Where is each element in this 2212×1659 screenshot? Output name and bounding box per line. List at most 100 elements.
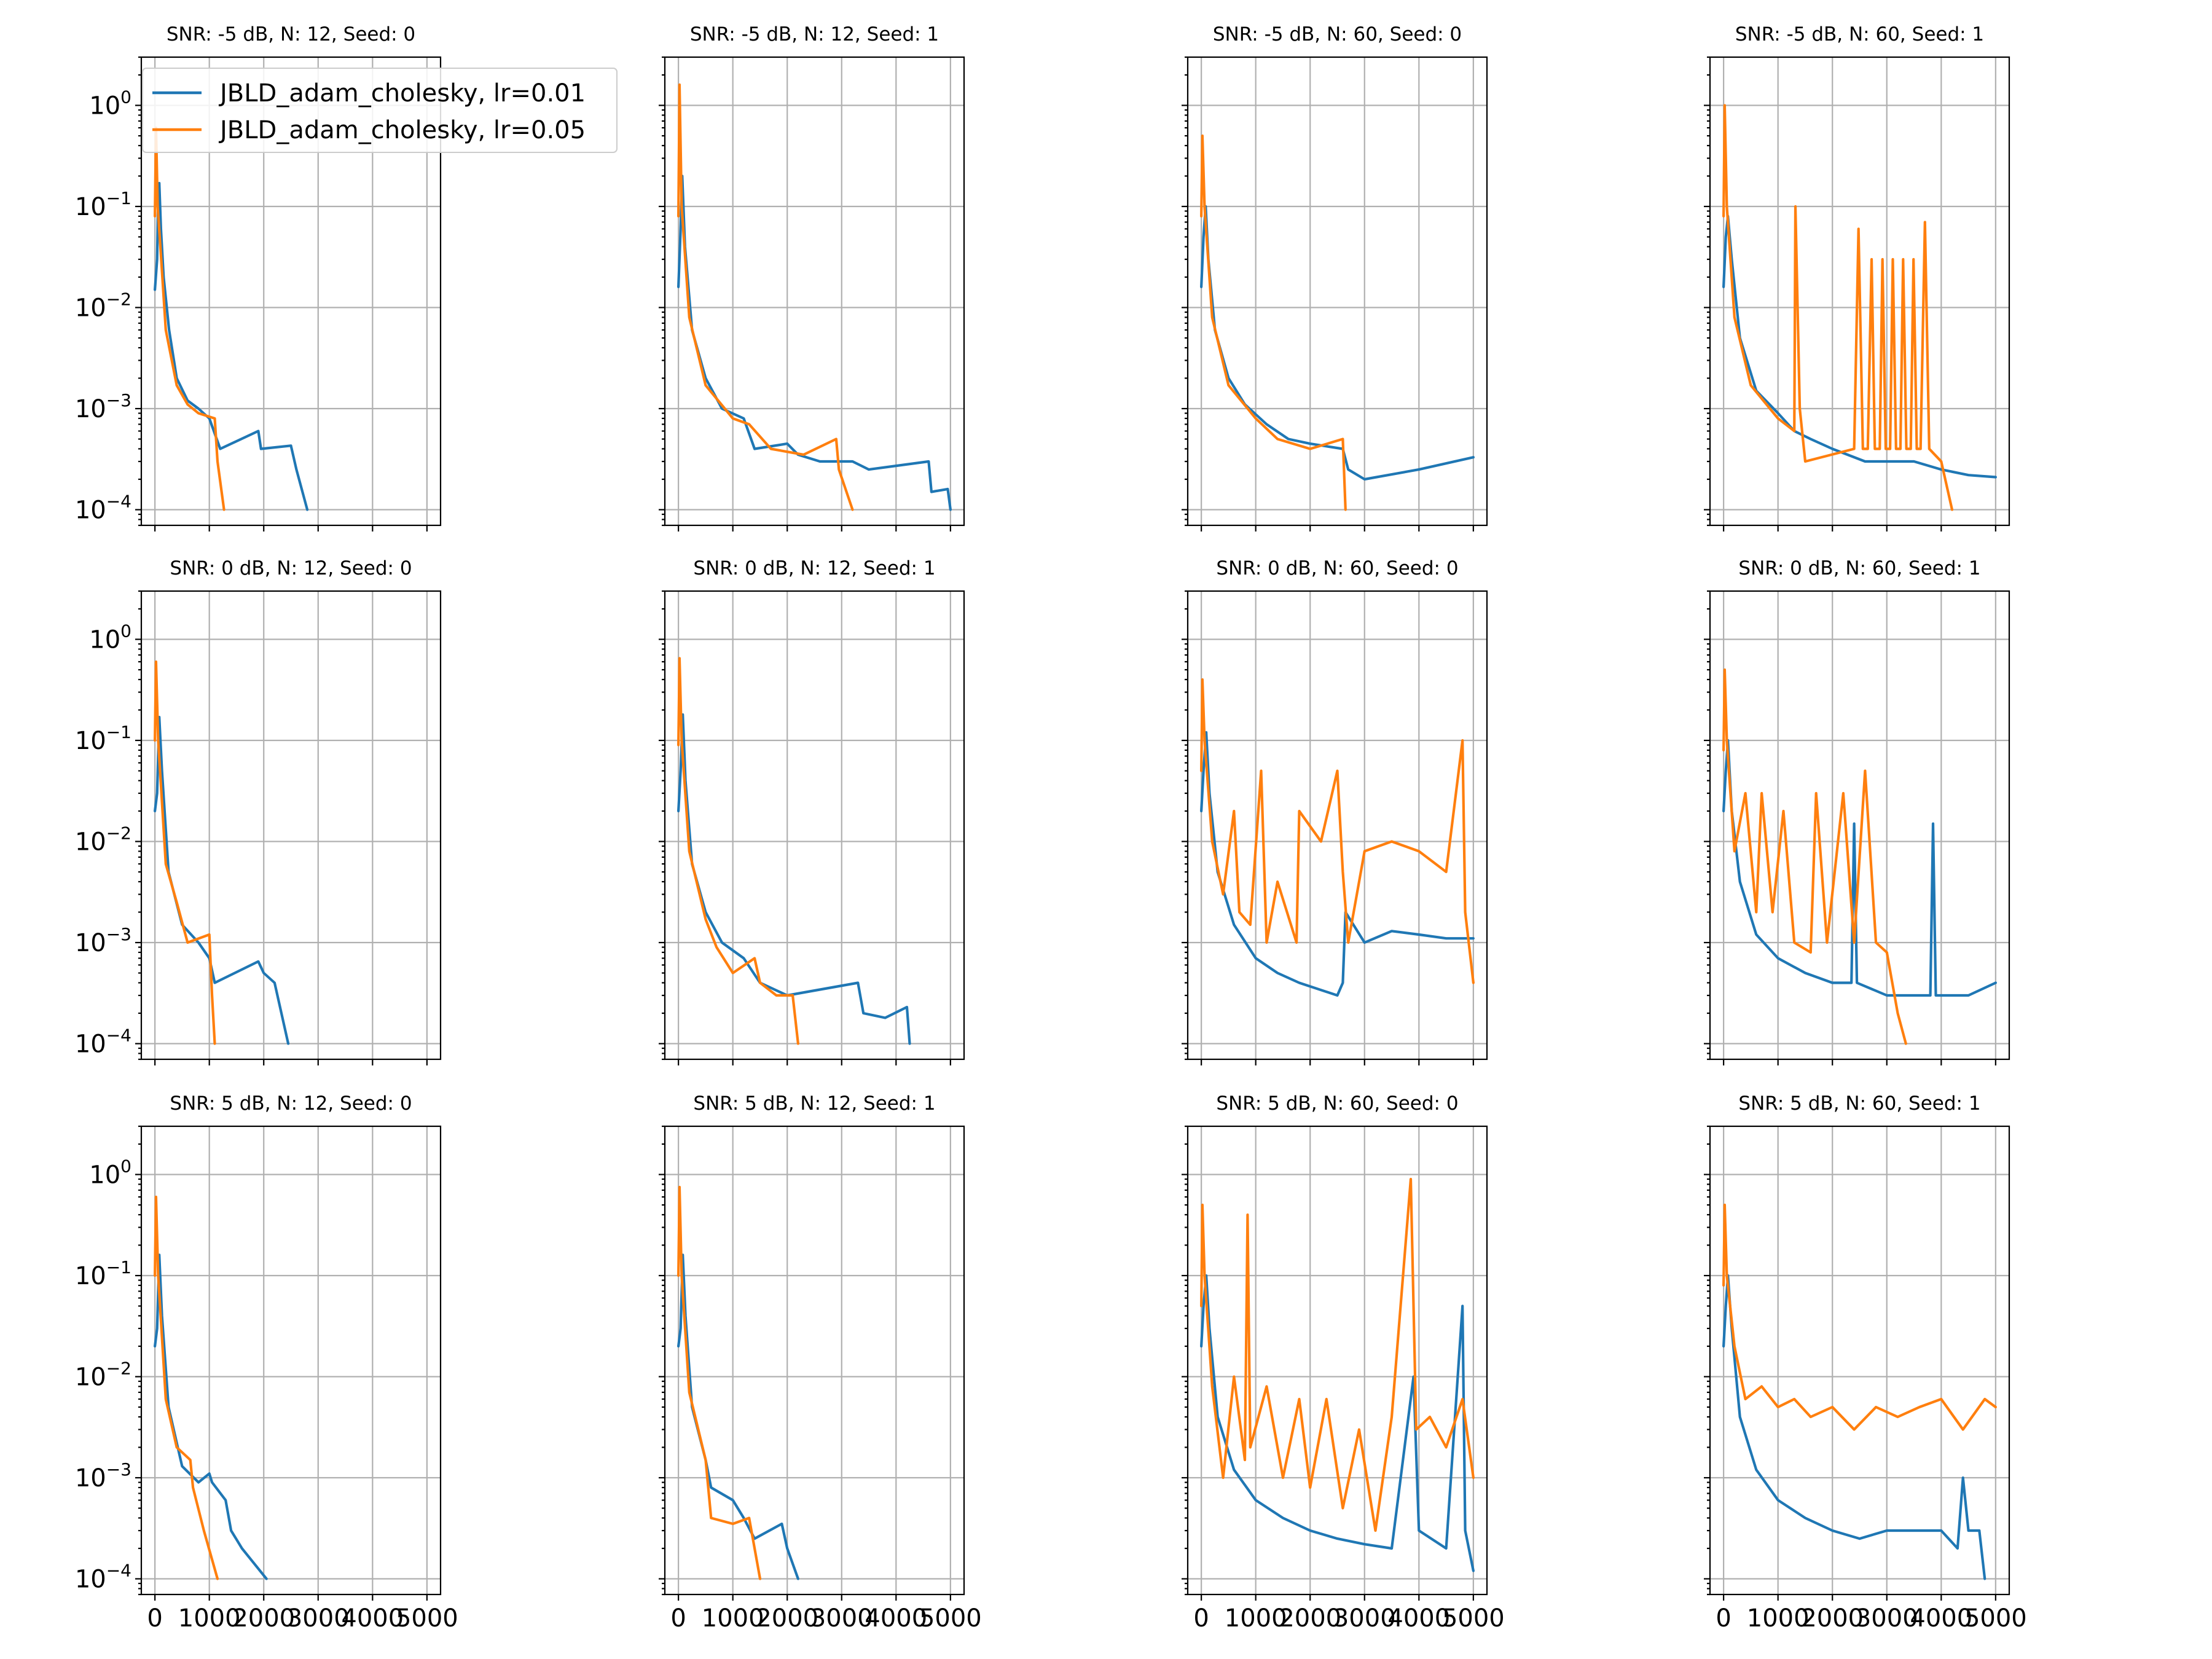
plot-frame <box>664 1125 965 1596</box>
subplot-title: SNR: 0 dB, N: 12, Seed: 0 <box>170 557 412 579</box>
subplot-4: SNR: -5 dB, N: 60, Seed: 1 <box>1704 23 2010 531</box>
series-lr-0.01-line <box>154 716 290 1045</box>
plot-frame <box>140 56 442 527</box>
y-tick-label: 10−2 <box>75 823 131 857</box>
subplot-6: SNR: 0 dB, N: 12, Seed: 1 <box>659 557 965 1065</box>
plot-frame <box>1186 590 1488 1061</box>
plot-frame <box>664 56 965 527</box>
series-lr-0.05-line <box>154 660 216 1045</box>
series-lr-0.05-line <box>677 83 854 511</box>
subplot-title: SNR: 5 dB, N: 12, Seed: 1 <box>693 1092 935 1115</box>
subplot-title: SNR: -5 dB, N: 60, Seed: 0 <box>1213 23 1462 45</box>
series-lr-0.05-line <box>1722 104 1954 511</box>
legend-label: JBLD_adam_cholesky, lr=0.01 <box>218 79 586 108</box>
series-lr-0.05-line <box>154 126 226 511</box>
series-lr-0.01-line <box>1200 205 1475 481</box>
subplot-title: SNR: 5 dB, N: 12, Seed: 0 <box>170 1092 412 1115</box>
y-tick-label: 10−4 <box>75 1561 131 1594</box>
subplot-3: SNR: -5 dB, N: 60, Seed: 0 <box>1182 23 1488 531</box>
plot-frame <box>140 590 442 1061</box>
plot-frame <box>664 590 965 1061</box>
x-tick-label: 1000 <box>702 1604 764 1633</box>
y-tick-label: 100 <box>89 87 131 120</box>
x-tick-label: 3000 <box>287 1604 350 1633</box>
x-tick-label: 4000 <box>865 1604 927 1633</box>
subplot-title: SNR: -5 dB, N: 12, Seed: 1 <box>690 23 939 45</box>
series-lr-0.05-line <box>154 1195 219 1580</box>
series-lr-0.05-line <box>1722 668 1907 1045</box>
y-tick-label: 10−4 <box>75 492 131 525</box>
plot-frame <box>1709 56 2010 527</box>
series-lr-0.05-line <box>1200 678 1475 984</box>
series-lr-0.01-line <box>154 182 309 511</box>
x-tick-label: 2000 <box>756 1604 818 1633</box>
x-tick-label: 2000 <box>1801 1604 1864 1633</box>
y-tick-label: 10−1 <box>75 188 131 221</box>
series-lr-0.05-line <box>1200 1177 1475 1532</box>
subplot-title: SNR: -5 dB, N: 12, Seed: 0 <box>167 23 415 45</box>
series-lr-0.01-line <box>1200 1274 1475 1572</box>
y-tick-label: 10−4 <box>75 1026 131 1059</box>
y-tick-label: 100 <box>89 1156 131 1189</box>
subplot-title: SNR: -5 dB, N: 60, Seed: 1 <box>1735 23 1984 45</box>
subplot-5: 10−4 10−3 10−2 10−1 100 SNR: 0 dB, N: 12, See… <box>75 557 442 1065</box>
x-tick-label: 0 <box>1716 1604 1731 1633</box>
x-tick-label: 2000 <box>1279 1604 1341 1633</box>
series-lr-0.01-line <box>1722 1274 1986 1580</box>
y-tick-label: 100 <box>89 621 131 654</box>
subplot-2: SNR: -5 dB, N: 12, Seed: 1 <box>659 23 965 531</box>
x-tick-label: 5000 <box>919 1604 982 1633</box>
series-lr-0.05-line <box>677 657 799 1045</box>
plot-frame <box>140 1125 442 1596</box>
subplot-7: SNR: 0 dB, N: 60, Seed: 0 <box>1182 557 1488 1065</box>
x-tick-label: 3000 <box>1333 1604 1396 1633</box>
x-tick-label: 0 <box>1193 1604 1209 1633</box>
subplot-8: SNR: 0 dB, N: 60, Seed: 1 <box>1704 557 2010 1065</box>
y-tick-label: 10−2 <box>75 289 131 323</box>
plot-frame <box>1186 1125 1488 1596</box>
plot-frame <box>1186 56 1488 527</box>
y-tick-label: 10−1 <box>75 1257 131 1290</box>
x-tick-label: 5000 <box>396 1604 458 1633</box>
y-tick-label: 10−3 <box>75 390 131 423</box>
x-tick-label: 5000 <box>1964 1604 2027 1633</box>
x-tick-label: 1000 <box>178 1604 241 1633</box>
series-lr-0.01-line <box>1200 731 1475 997</box>
series-lr-0.05-line <box>677 1185 762 1580</box>
y-tick-label: 10−2 <box>75 1359 131 1392</box>
x-tick-label: 4000 <box>341 1604 404 1633</box>
series-lr-0.05-line <box>1722 1203 1997 1431</box>
plot-frame <box>1709 1125 2010 1596</box>
y-tick-label: 10−3 <box>75 1459 131 1492</box>
legend-label: JBLD_adam_cholesky, lr=0.05 <box>218 116 586 144</box>
x-tick-label: 3000 <box>810 1604 873 1633</box>
subplot-title: SNR: 0 dB, N: 12, Seed: 1 <box>693 557 935 579</box>
y-tick-label: 10−1 <box>75 722 131 755</box>
x-tick-label: 1000 <box>1225 1604 1287 1633</box>
x-tick-label: 3000 <box>1856 1604 1918 1633</box>
x-tick-label: 0 <box>670 1604 686 1633</box>
x-tick-label: 4000 <box>1910 1604 1972 1633</box>
series-lr-0.01-line <box>677 1253 799 1580</box>
series-lr-0.01-line <box>677 175 952 511</box>
series-lr-0.01-line <box>154 1253 268 1580</box>
plot-frame <box>1709 590 2010 1061</box>
y-tick-label: 10−3 <box>75 924 131 957</box>
subplot-title: SNR: 0 dB, N: 60, Seed: 1 <box>1738 557 1980 579</box>
subplot-title: SNR: 5 dB, N: 60, Seed: 0 <box>1216 1092 1458 1115</box>
series-lr-0.05-line <box>1200 134 1347 511</box>
x-tick-label: 2000 <box>232 1604 295 1633</box>
x-tick-label: 0 <box>147 1604 162 1633</box>
x-tick-label: 5000 <box>1442 1604 1505 1633</box>
series-lr-0.01-line <box>677 713 911 1045</box>
subplot-title: SNR: 0 dB, N: 60, Seed: 0 <box>1216 557 1458 579</box>
subplot-title: SNR: 5 dB, N: 60, Seed: 1 <box>1738 1092 1980 1115</box>
x-tick-label: 1000 <box>1747 1604 1810 1633</box>
x-tick-label: 4000 <box>1387 1604 1450 1633</box>
